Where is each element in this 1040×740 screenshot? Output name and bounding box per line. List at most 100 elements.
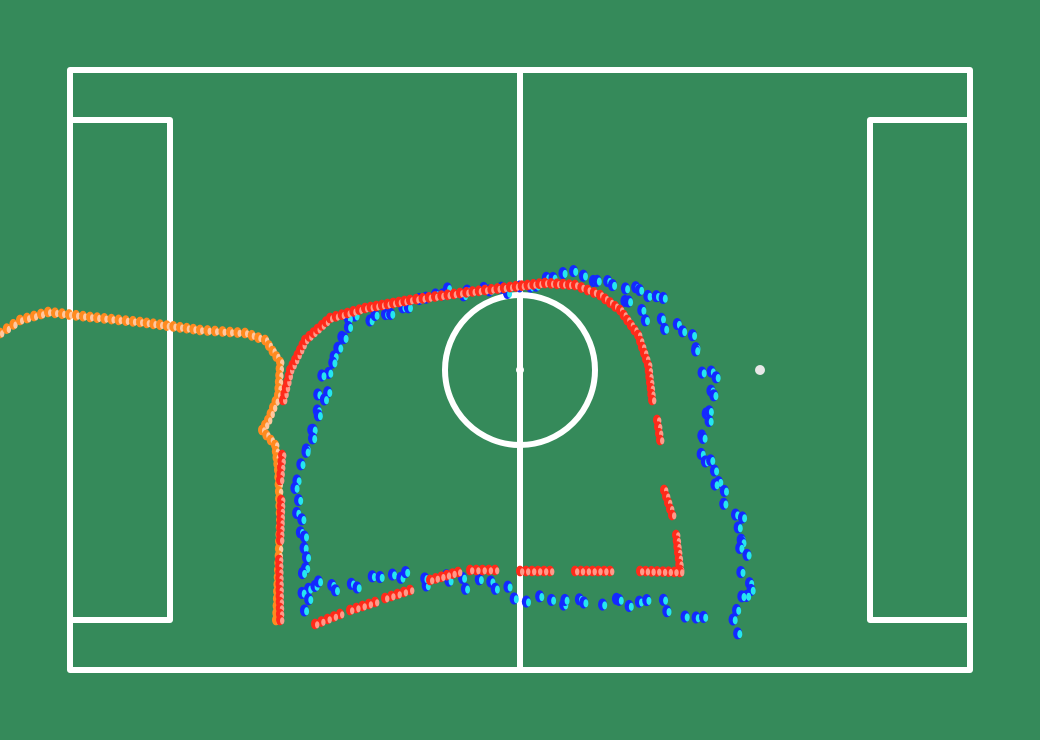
red-track-point-highlight	[315, 621, 320, 629]
red-track-point-highlight	[674, 569, 679, 577]
orange-track-point-highlight	[200, 327, 205, 335]
blue-track-point-highlight	[356, 584, 362, 593]
red-track-point-highlight	[651, 568, 656, 576]
blue-track-point-highlight	[662, 294, 668, 303]
orange-track-point-highlight	[268, 417, 273, 425]
blue-track-point-highlight	[298, 496, 304, 505]
blue-track-point-highlight	[708, 408, 714, 417]
blue-track-point-highlight	[713, 392, 719, 401]
ball-marker	[755, 365, 765, 375]
blue-track-point-highlight	[300, 461, 306, 470]
blue-track-point-highlight	[737, 630, 743, 639]
red-track-point-highlight	[280, 617, 285, 625]
blue-track-point-highlight	[602, 601, 608, 610]
blue-track-point-highlight	[317, 412, 323, 421]
blue-track-point-highlight	[628, 298, 634, 307]
red-track-point-highlight	[544, 568, 549, 576]
red-track-point-highlight	[652, 397, 657, 405]
red-track-point-highlight	[657, 568, 662, 576]
orange-track-point-highlight	[13, 321, 18, 329]
red-track-point-highlight	[375, 599, 380, 607]
blue-track-point-highlight	[750, 586, 756, 595]
blue-track-point-highlight	[332, 359, 338, 368]
orange-track-point-highlight	[215, 328, 220, 336]
red-track-point-highlight	[580, 568, 586, 576]
blue-track-point-highlight	[296, 477, 302, 486]
blue-track-point-highlight	[746, 592, 752, 601]
orange-track-point-highlight	[125, 317, 131, 325]
blue-track-point-highlight	[618, 596, 624, 605]
red-track-point-highlight	[280, 477, 285, 485]
red-track-point-highlight	[333, 613, 339, 621]
orange-track-point-highlight	[222, 328, 227, 336]
blue-track-point-highlight	[302, 569, 308, 578]
blue-track-point-highlight	[465, 585, 471, 594]
blue-track-point-highlight	[703, 613, 709, 622]
orange-track-point-highlight	[97, 314, 102, 323]
blue-track-point-highlight	[736, 606, 742, 615]
blue-track-point-highlight	[301, 516, 307, 525]
blue-track-point-highlight	[661, 315, 666, 324]
blue-track-point-highlight	[306, 554, 312, 563]
red-track-point-highlight	[430, 577, 435, 585]
blue-track-point-highlight	[684, 613, 690, 622]
blue-track-point-highlight	[551, 596, 557, 605]
blue-track-point-highlight	[708, 417, 714, 426]
red-track	[275, 277, 685, 630]
red-track-point-highlight	[672, 512, 677, 520]
blue-track-point-highlight	[692, 331, 698, 341]
blue-track-point-highlight	[343, 334, 349, 343]
blue-track-point-highlight	[701, 369, 707, 378]
red-track-point-highlight	[592, 568, 597, 576]
blue-track-point-highlight	[573, 267, 579, 276]
blue-track-point-highlight	[305, 448, 311, 457]
blue-track-point-highlight	[335, 587, 340, 596]
blue-track-point-highlight	[732, 616, 738, 625]
blue-track-point-highlight	[303, 544, 309, 553]
red-track-point-highlight	[280, 537, 285, 545]
red-track-point-highlight	[482, 567, 487, 575]
blue-track-point-highlight	[645, 317, 650, 326]
blue-track-point-highlight	[647, 292, 653, 301]
blue-track-point-highlight	[639, 286, 645, 295]
blue-track-point-highlight	[714, 481, 720, 490]
blue-track-point-highlight	[338, 344, 344, 353]
orange-track-point-highlight	[111, 316, 116, 324]
blue-track-point-highlight	[695, 347, 701, 356]
blue-track-point-highlight	[641, 306, 647, 315]
blue-track-point-highlight	[625, 285, 631, 294]
blue-track-point-highlight	[663, 596, 669, 605]
red-track-point-highlight	[575, 568, 580, 576]
red-track-point-highlight	[397, 591, 402, 599]
blue-track-point-highlight	[324, 396, 329, 405]
orange-track-point-highlight	[6, 325, 12, 334]
blue-track-point-highlight	[664, 325, 670, 334]
orange-track-point-highlight	[230, 329, 235, 337]
red-track-point-highlight	[550, 568, 555, 576]
blue-track-point-highlight	[724, 487, 729, 496]
red-track-point-highlight	[660, 437, 665, 445]
blue-track-point-highlight	[539, 593, 545, 602]
blue-track-point-highlight	[308, 595, 314, 605]
red-track-point-highlight	[640, 568, 645, 576]
blue-track-point-highlight	[715, 374, 721, 383]
red-track-point-highlight	[321, 618, 326, 626]
red-track-point-highlight	[470, 567, 475, 575]
red-track-point-highlight	[668, 568, 673, 577]
red-track-point-highlight	[446, 572, 452, 580]
blue-track-point-highlight	[390, 310, 396, 319]
blue-track-point-highlight	[723, 500, 729, 509]
blue-track-point-highlight	[327, 388, 333, 398]
red-track-point-highlight	[435, 575, 440, 583]
red-track-point-highlight	[403, 589, 409, 597]
blue-track-point-highlight	[507, 583, 513, 592]
blue-track-point-highlight	[714, 467, 720, 476]
orange-track-point-highlight	[90, 314, 95, 322]
center-spot	[516, 366, 524, 374]
blue-track-point-highlight	[526, 598, 531, 607]
blue-track-point-highlight	[702, 434, 708, 443]
blue-track-point-highlight	[294, 484, 300, 493]
blue-track-point-highlight	[746, 551, 752, 560]
red-track-point-highlight	[532, 568, 537, 576]
blue-track-point-highlight	[646, 596, 652, 605]
